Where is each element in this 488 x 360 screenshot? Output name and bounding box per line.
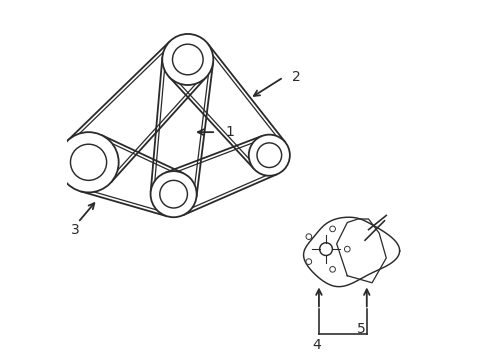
Circle shape	[305, 234, 311, 239]
Text: 4: 4	[312, 338, 321, 352]
Circle shape	[319, 243, 332, 256]
Circle shape	[248, 135, 289, 176]
Circle shape	[329, 266, 335, 272]
Polygon shape	[336, 219, 386, 283]
Circle shape	[58, 132, 119, 192]
Text: 1: 1	[224, 125, 233, 139]
Circle shape	[160, 180, 187, 208]
Text: 2: 2	[292, 70, 301, 84]
Circle shape	[305, 259, 311, 265]
Circle shape	[172, 44, 203, 75]
Text: 3: 3	[71, 222, 80, 237]
Circle shape	[257, 143, 281, 167]
Circle shape	[315, 239, 336, 259]
Polygon shape	[303, 217, 399, 287]
Circle shape	[329, 226, 335, 232]
Circle shape	[150, 171, 196, 217]
Text: 5: 5	[356, 322, 365, 336]
Circle shape	[344, 246, 349, 252]
Circle shape	[162, 34, 213, 85]
Circle shape	[70, 144, 106, 180]
Circle shape	[308, 232, 343, 266]
